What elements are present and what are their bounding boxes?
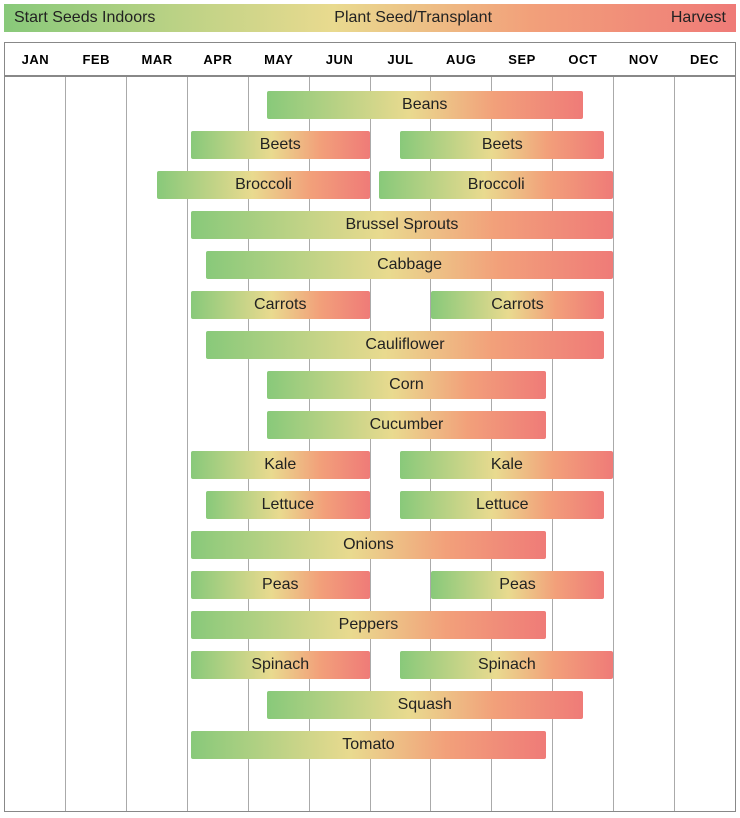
month-header-cell: JAN [5, 43, 66, 75]
month-header-cell: JUL [370, 43, 431, 75]
crop-bar-label: Carrots [491, 296, 543, 314]
crop-bar: Broccoli [157, 171, 370, 199]
crop-bar-label: Corn [389, 376, 424, 394]
crop-bar-label: Cucumber [370, 416, 444, 434]
month-header-cell: FEB [66, 43, 127, 75]
legend-center-label: Plant Seed/Transplant [334, 9, 492, 27]
crop-bar: Peppers [191, 611, 547, 639]
crop-bar-label: Squash [398, 696, 452, 714]
crop-bar: Beets [191, 131, 370, 159]
month-header-cell: APR [187, 43, 248, 75]
bars-layer: Beans Beets Beets Broccoli Broccoli Brussel S… [5, 77, 735, 811]
crop-bar-label: Peas [262, 576, 298, 594]
crop-bar: Peas [191, 571, 370, 599]
legend-left-label: Start Seeds Indoors [14, 9, 155, 27]
crop-bar: Onions [191, 531, 547, 559]
legend-right-label: Harvest [671, 9, 726, 27]
crop-bar: Cabbage [206, 251, 614, 279]
crop-bar: Spinach [191, 651, 370, 679]
crop-bar: Lettuce [400, 491, 604, 519]
crop-bar-label: Carrots [254, 296, 306, 314]
crop-bar: Spinach [400, 651, 613, 679]
crop-bar: Kale [191, 451, 370, 479]
crop-bar: Squash [267, 691, 583, 719]
crop-bar-label: Beets [260, 136, 301, 154]
month-header: JANFEBMARAPRMAYJUNJULAUGSEPOCTNOVDEC [5, 43, 735, 77]
crop-bar-label: Cabbage [377, 256, 442, 274]
month-header-cell: AUG [431, 43, 492, 75]
crop-bar: Broccoli [379, 171, 613, 199]
crop-bar-label: Tomato [342, 736, 394, 754]
crop-bar-label: Peppers [339, 616, 399, 634]
crop-bar-label: Lettuce [262, 496, 314, 514]
crop-bar-label: Broccoli [468, 176, 525, 194]
crop-bar: Tomato [191, 731, 547, 759]
month-header-cell: NOV [613, 43, 674, 75]
crop-bar: Brussel Sprouts [191, 211, 614, 239]
crop-bar-label: Kale [264, 456, 296, 474]
month-header-cell: SEP [492, 43, 553, 75]
crop-bar: Cucumber [267, 411, 547, 439]
crop-bar-label: Spinach [251, 656, 309, 674]
crop-bar: Carrots [191, 291, 370, 319]
planting-gantt-chart: JANFEBMARAPRMAYJUNJULAUGSEPOCTNOVDEC Bea… [4, 42, 736, 812]
crop-bar: Carrots [431, 291, 604, 319]
crop-bar: Lettuce [206, 491, 370, 519]
crop-bar-label: Broccoli [235, 176, 292, 194]
crop-bar: Kale [400, 451, 613, 479]
crop-bar-label: Spinach [478, 656, 536, 674]
crop-bar-label: Peas [499, 576, 535, 594]
crop-bar: Beets [400, 131, 604, 159]
legend-bar: Start Seeds Indoors Plant Seed/Transplan… [4, 4, 736, 32]
crop-bar-label: Beans [402, 96, 447, 114]
crop-bar: Cauliflower [206, 331, 604, 359]
month-header-cell: MAY [248, 43, 309, 75]
month-header-cell: OCT [552, 43, 613, 75]
crop-bar-label: Brussel Sprouts [345, 216, 458, 234]
month-header-cell: JUN [309, 43, 370, 75]
crop-bar: Peas [431, 571, 604, 599]
crop-bar: Beans [267, 91, 583, 119]
crop-bar-label: Cauliflower [365, 336, 444, 354]
crop-bar-label: Kale [491, 456, 523, 474]
crop-bar: Corn [267, 371, 547, 399]
crop-bar-label: Lettuce [476, 496, 528, 514]
crop-bar-label: Beets [482, 136, 523, 154]
month-header-cell: MAR [127, 43, 188, 75]
month-header-cell: DEC [674, 43, 735, 75]
crop-bar-label: Onions [343, 536, 394, 554]
